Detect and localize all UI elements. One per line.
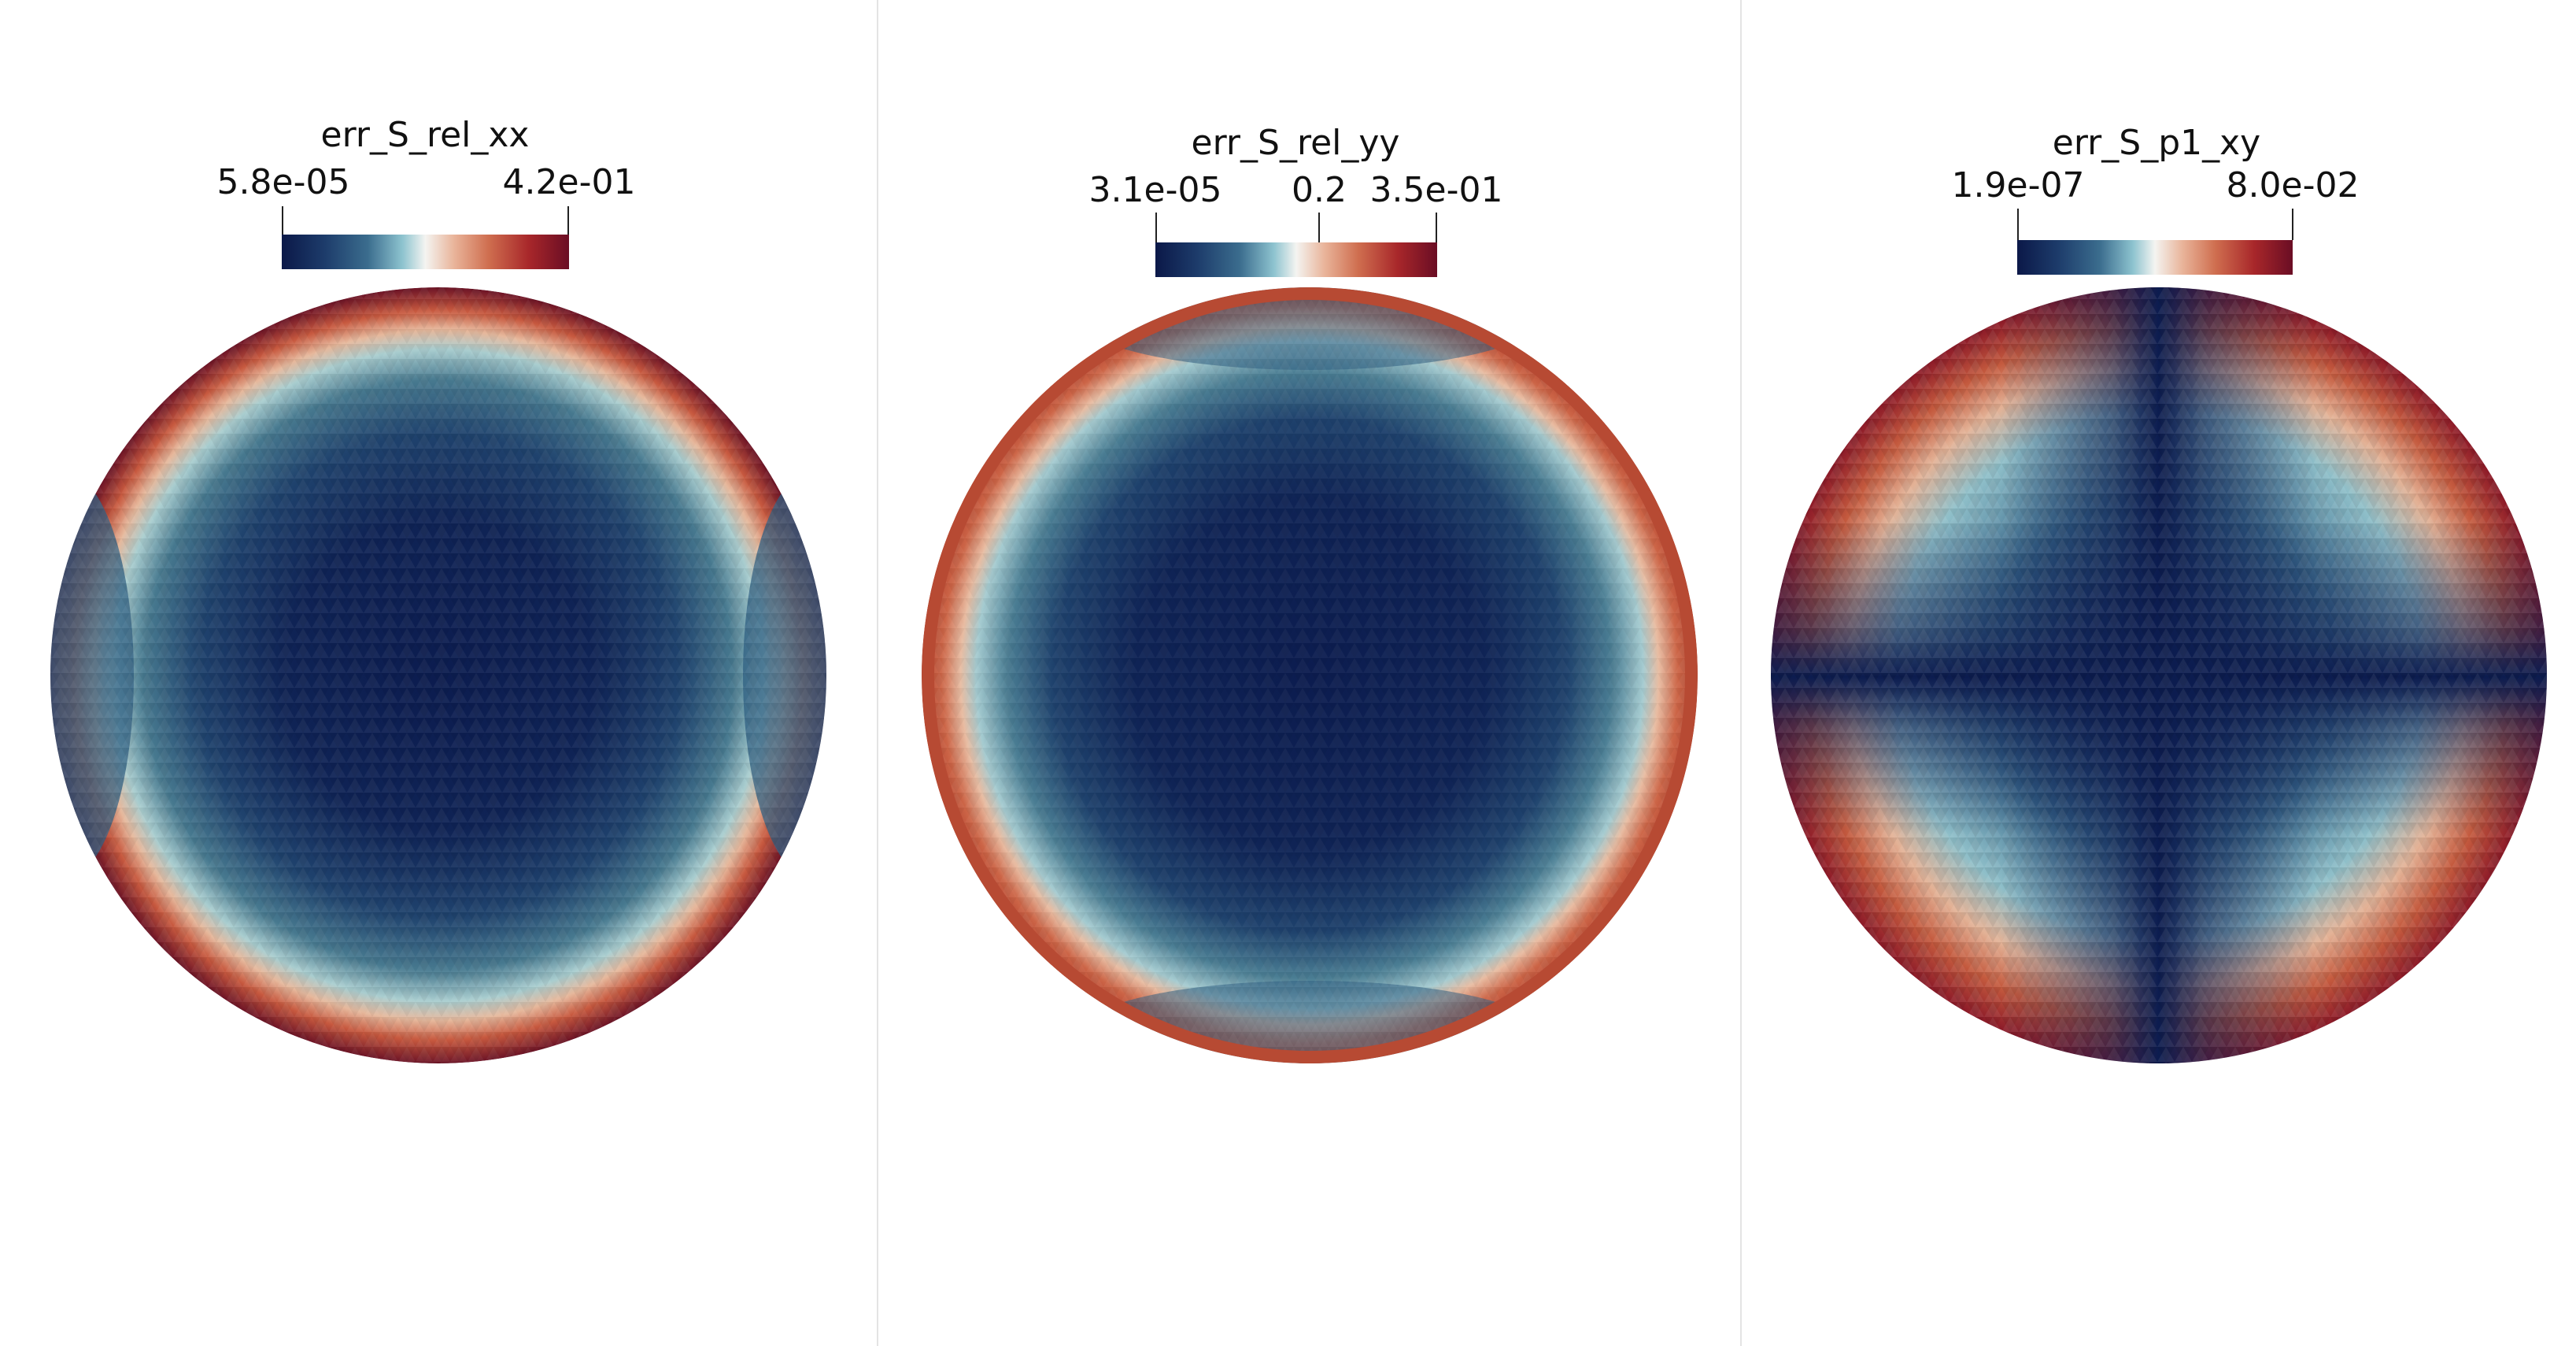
render-view-3[interactable]: err_S_p1_xy 1.9e-07 8.0e-02 <box>1742 0 2576 1346</box>
legend-max-tick <box>2292 209 2293 240</box>
legend-max-label: 8.0e-02 <box>2226 165 2360 205</box>
legend-max-label: 3.5e-01 <box>1369 170 1503 210</box>
view-divider[interactable] <box>877 0 878 1346</box>
colorbar <box>2017 240 2293 275</box>
legend-mid-label: 0.2 <box>1292 170 1347 210</box>
legend-mid-tick <box>1318 213 1320 244</box>
legend-min-tick <box>1155 213 1157 244</box>
colorbar <box>1155 242 1437 277</box>
color-legend-2: err_S_rel_yy 3.1e-05 0.2 3.5e-01 <box>878 0 1740 283</box>
color-legend-1: err_S_rel_xx 5.8e-05 4.2e-01 <box>0 0 877 283</box>
legend-max-tick <box>1436 213 1437 244</box>
legend-max-label: 4.2e-01 <box>502 162 636 202</box>
legend-min-label: 5.8e-05 <box>216 162 350 202</box>
view-divider[interactable] <box>1740 0 1742 1346</box>
legend-min-tick <box>2017 209 2019 240</box>
legend-max-tick <box>567 206 569 235</box>
field-plot-3[interactable] <box>1742 0 2576 1346</box>
render-view-1[interactable]: err_S_rel_xx 5.8e-05 4.2e-01 <box>0 0 877 1346</box>
color-legend-3: err_S_p1_xy 1.9e-07 8.0e-02 <box>1742 0 2576 283</box>
legend-title: err_S_rel_yy <box>1191 123 1400 163</box>
field-plot-1[interactable] <box>0 0 877 1346</box>
legend-min-tick <box>282 206 283 235</box>
legend-min-label: 1.9e-07 <box>1951 165 2085 205</box>
colorbar <box>282 235 569 269</box>
legend-title: err_S_p1_xy <box>2052 123 2261 163</box>
field-plot-2[interactable] <box>878 0 1740 1346</box>
legend-min-label: 3.1e-05 <box>1088 170 1222 210</box>
render-view-2[interactable]: err_S_rel_yy 3.1e-05 0.2 3.5e-01 <box>878 0 1740 1346</box>
legend-title: err_S_rel_xx <box>320 115 530 155</box>
